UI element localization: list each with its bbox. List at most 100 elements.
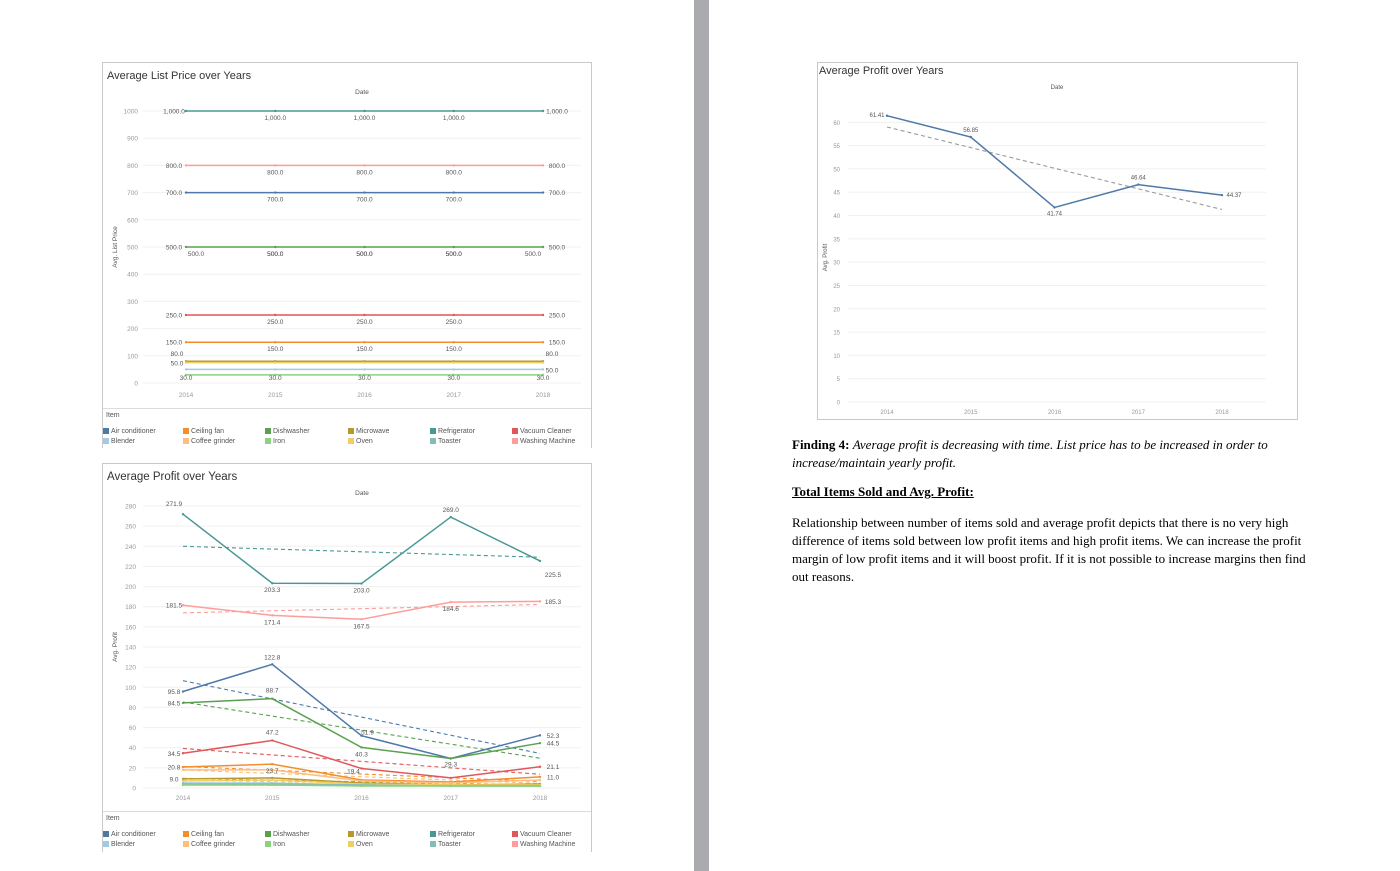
data-point-vacuum-cleaner — [449, 776, 452, 780]
y-tick-label: 900 — [127, 136, 138, 143]
legend-item-vacuum-cleaner[interactable]: Vacuum Cleaner — [512, 830, 572, 839]
data-label: 700.0 — [166, 190, 183, 197]
data-point-blender — [452, 368, 455, 371]
legend-item-washing-machine[interactable]: Washing Machine — [512, 437, 575, 446]
legend-item-air-conditioner[interactable]: Air conditioner — [103, 830, 156, 839]
y-tick-label: 180 — [125, 604, 136, 611]
legend-item-coffee-grinder[interactable]: Coffee grinder — [183, 437, 235, 446]
series-line-washing-machine — [182, 600, 541, 621]
legend-swatch — [183, 841, 189, 847]
data-point-washing-machine — [452, 164, 455, 167]
y-tick-label: 280 — [125, 504, 136, 511]
data-label: 700.0 — [356, 197, 373, 204]
data-point-vacuum-cleaner — [184, 313, 188, 317]
legend-label: Vacuum Cleaner — [520, 428, 572, 435]
legend-swatch — [265, 428, 271, 434]
legend-item-toaster[interactable]: Toaster — [430, 840, 461, 849]
legend-item-air-conditioner[interactable]: Air conditioner — [103, 427, 156, 436]
legend-item-vacuum-cleaner[interactable]: Vacuum Cleaner — [512, 427, 572, 436]
legend-item-oven[interactable]: Oven — [348, 840, 373, 849]
data-label: 20.8 — [168, 765, 181, 772]
data-point-oven — [452, 361, 455, 364]
data-label: 225.5 — [545, 572, 562, 579]
legend-item-oven[interactable]: Oven — [348, 437, 373, 446]
trend-line — [886, 126, 1223, 211]
data-point-refrigerator — [360, 582, 363, 585]
x-tick-label: 2018 — [533, 795, 548, 802]
data-label: 21.1 — [547, 764, 560, 771]
legend-swatch — [265, 841, 271, 847]
data-label: 150.0 — [549, 340, 566, 347]
legend-label: Washing Machine — [520, 438, 576, 445]
data-label: 250.0 — [549, 313, 566, 320]
data-point-dishwasher — [181, 701, 185, 705]
legend-item-ceiling-fan[interactable]: Ceiling fan — [183, 427, 224, 436]
data-point-vacuum-cleaner — [538, 765, 542, 768]
data-label: 19.4 — [347, 768, 360, 775]
legend-item-dishwasher[interactable]: Dishwasher — [265, 830, 310, 839]
legend-item-refrigerator[interactable]: Refrigerator — [430, 830, 475, 839]
data-point-washing-machine — [274, 164, 277, 167]
legend-label: Blender — [111, 841, 136, 848]
data-label: 80.0 — [546, 351, 559, 358]
column-header: Date — [355, 490, 369, 497]
data-point-air-conditioner — [274, 191, 277, 194]
data-label: 30.0 — [269, 375, 282, 382]
data-point-air-conditioner — [541, 191, 545, 194]
data-label: 500.0 — [446, 251, 463, 258]
y-tick-label: 120 — [125, 665, 136, 672]
data-label: 23.7 — [266, 768, 279, 775]
legend-title: Item — [106, 815, 120, 822]
legend-item-microwave[interactable]: Microwave — [348, 427, 389, 436]
data-point-iron — [449, 784, 452, 788]
legend-item-refrigerator[interactable]: Refrigerator — [430, 427, 475, 436]
data-point-coffee-grinder — [271, 768, 274, 772]
legend-label: Air conditioner — [111, 831, 156, 838]
y-tick-label: 100 — [127, 353, 138, 360]
trend-line-air-conditioner — [182, 680, 541, 754]
data-point-air-conditioner — [363, 191, 366, 194]
data-point-air-conditioner — [181, 690, 185, 693]
y-tick-label: 200 — [127, 326, 138, 333]
y-tick-label: 80 — [129, 705, 137, 712]
legend-swatch — [512, 831, 518, 837]
legend-title: Item — [106, 412, 120, 419]
x-tick-label: 2014 — [880, 410, 894, 416]
data-point-refrigerator — [538, 559, 542, 563]
chart-title: Average List Price over Years — [107, 70, 252, 82]
legend-item-iron[interactable]: Iron — [265, 840, 285, 849]
data-point-refrigerator — [449, 515, 452, 519]
avg-list-price-chart: Average List Price over Years 0 100 200 300… — [102, 62, 592, 448]
legend-item-microwave[interactable]: Microwave — [348, 830, 389, 839]
data-label: 61.41 — [869, 113, 885, 119]
data-point-refrigerator — [363, 109, 366, 113]
data-label: 56.85 — [963, 128, 979, 134]
legend-item-blender[interactable]: Blender — [103, 840, 135, 849]
trend-line-vacuum-cleaner — [182, 747, 541, 775]
data-point-air-conditioner — [184, 191, 188, 194]
y-tick-label: 50 — [833, 167, 840, 173]
data-point-iron — [184, 373, 188, 377]
data-point-washing-machine — [360, 618, 363, 621]
data-point-vacuum-cleaner — [541, 313, 545, 317]
data-point-coffee-grinder — [538, 778, 542, 782]
legend-swatch — [348, 438, 354, 444]
chart-plot-area: 0 20 40 60 80 100 120 140 160 180 200 220 240 260 280 D… — [112, 490, 581, 802]
legend-swatch — [512, 428, 518, 434]
legend-item-blender[interactable]: Blender — [103, 437, 135, 446]
legend-item-toaster[interactable]: Toaster — [430, 437, 461, 446]
data-point-washing-machine — [181, 604, 185, 607]
y-tick-label: 0 — [134, 381, 138, 388]
data-label: 203.3 — [264, 587, 281, 594]
legend-label: Dishwasher — [273, 831, 310, 838]
legend-item-dishwasher[interactable]: Dishwasher — [265, 427, 310, 436]
legend-item-iron[interactable]: Iron — [265, 437, 285, 446]
x-tick-label: 2016 — [1048, 410, 1062, 416]
data-point-iron — [363, 373, 366, 377]
data-point-iron — [541, 373, 545, 377]
legend-item-washing-machine[interactable]: Washing Machine — [512, 840, 575, 849]
legend-label: Ceiling fan — [191, 428, 225, 435]
legend-item-coffee-grinder[interactable]: Coffee grinder — [183, 840, 235, 849]
data-label: 800.0 — [356, 169, 373, 176]
legend-item-ceiling-fan[interactable]: Ceiling fan — [183, 830, 224, 839]
